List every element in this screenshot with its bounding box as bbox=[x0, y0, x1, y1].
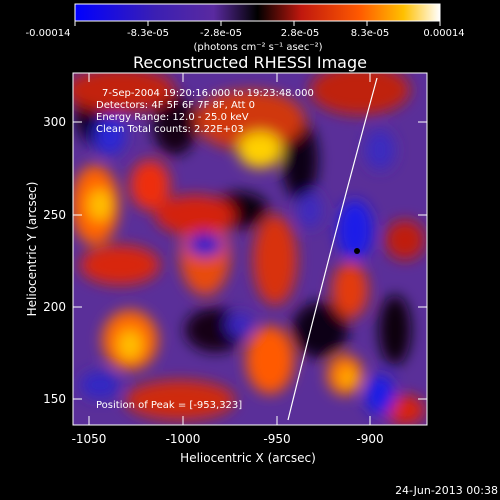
plot-title: Reconstructed RHESSI Image bbox=[133, 53, 367, 72]
x-tick-label: -1050 bbox=[72, 432, 107, 446]
reconstructed-image bbox=[73, 73, 427, 425]
colorbar-tick-label: -2.8e-05 bbox=[200, 28, 242, 39]
x-axis-label: Heliocentric X (arcsec) bbox=[180, 451, 316, 465]
colorbar-ticks bbox=[74, 21, 441, 26]
annotation-detectors: Detectors: 4F 5F 6F 7F 8F, Att 0 bbox=[96, 100, 255, 111]
annotation-clean-counts: Clean Total counts: 2.22E+03 bbox=[96, 124, 244, 135]
annotation-energy-range: Energy Range: 12.0 - 25.0 keV bbox=[96, 112, 249, 123]
colorbar-tick-label: -0.00014 bbox=[26, 28, 71, 39]
peak-marker bbox=[354, 248, 360, 254]
annotation-time-range: 7-Sep-2004 19:20:16.000 to 19:23:48.000 bbox=[102, 88, 314, 99]
plot-frame bbox=[72, 72, 428, 426]
colorbar-unit-label: (photons cm⁻² s⁻¹ asec⁻²) bbox=[193, 42, 322, 53]
x-tick-label: -900 bbox=[356, 432, 383, 446]
y-tick-label: 200 bbox=[43, 300, 66, 314]
colorbar bbox=[74, 3, 441, 22]
colorbar-tick-label: 0.00014 bbox=[423, 28, 464, 39]
y-axis-label: Heliocentric Y (arcsec) bbox=[25, 182, 39, 317]
colorbar-tick-label: 8.3e-05 bbox=[351, 28, 389, 39]
x-axis-ticks bbox=[88, 73, 371, 425]
annotation-peak-position: Position of Peak = [-953,323] bbox=[96, 400, 242, 411]
colorbar-tick-label: -8.3e-05 bbox=[127, 28, 169, 39]
colorbar-tick-label: 2.8e-05 bbox=[281, 28, 319, 39]
y-tick-label: 150 bbox=[43, 392, 66, 406]
y-axis-ticks bbox=[73, 121, 427, 400]
y-tick-label: 250 bbox=[43, 208, 66, 222]
y-tick-label: 300 bbox=[43, 115, 66, 129]
x-tick-label: -950 bbox=[263, 432, 290, 446]
x-tick-label: -1000 bbox=[166, 432, 201, 446]
footer-timestamp: 24-Jun-2013 00:38 bbox=[395, 484, 498, 497]
solar-limb-line bbox=[287, 77, 378, 421]
